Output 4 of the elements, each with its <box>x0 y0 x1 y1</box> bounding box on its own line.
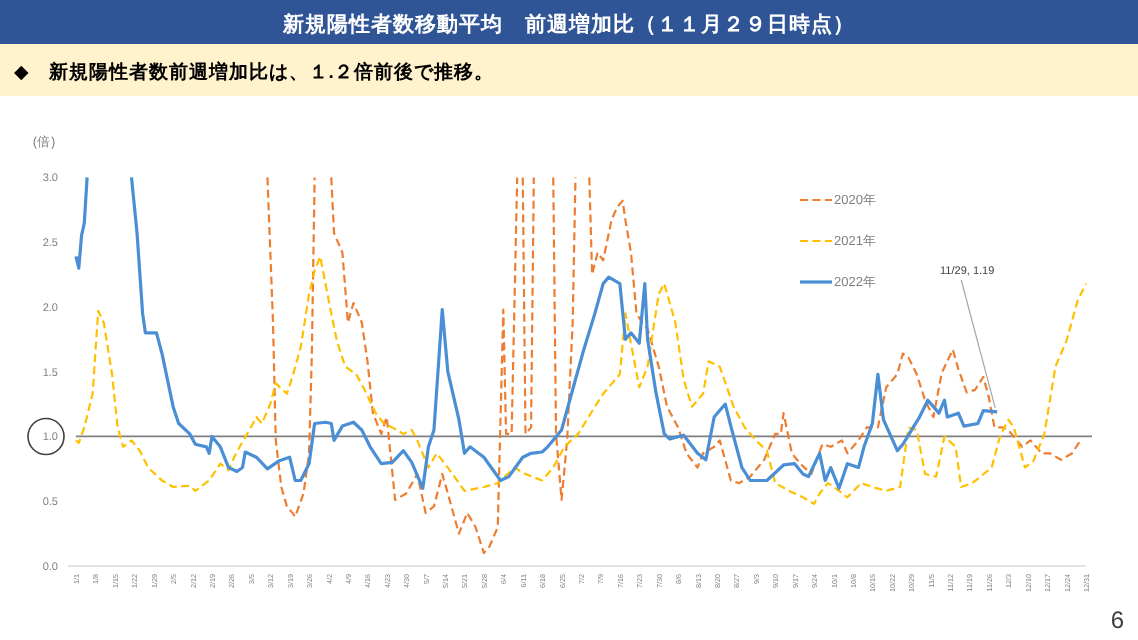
text: 6 <box>1110 606 1125 634</box>
chart-title: 新規陽性者数移動平均 前週増加比（１１月２９日時点） <box>281 11 855 37</box>
chart-subtitle: ◆ 新規陽性者数前週増加比は、１.２倍前後で推移。 <box>14 60 494 84</box>
line-series <box>74 255 1088 505</box>
